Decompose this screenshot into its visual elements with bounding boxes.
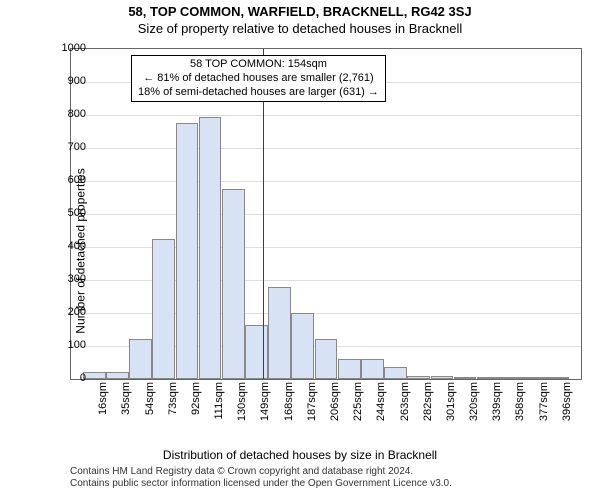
bar xyxy=(129,339,152,379)
histogram-chart: Number of detached properties 58 TOP COM… xyxy=(0,36,600,466)
x-tick-label: 35sqm xyxy=(120,382,132,442)
bar xyxy=(384,367,407,379)
bar xyxy=(199,117,222,379)
annotation-box: 58 TOP COMMON: 154sqm ← 81% of detached … xyxy=(131,55,386,102)
y-tick-label: 800 xyxy=(46,108,86,120)
credits: Contains HM Land Registry data © Crown c… xyxy=(0,466,600,490)
y-tick-label: 600 xyxy=(46,174,86,186)
x-tick-label: 339sqm xyxy=(491,382,503,442)
bar xyxy=(523,377,546,379)
y-tick-label: 1000 xyxy=(46,42,86,54)
bar xyxy=(454,377,477,379)
bar xyxy=(500,377,523,379)
bar xyxy=(477,377,500,379)
address-title: 58, TOP COMMON, WARFIELD, BRACKNELL, RG4… xyxy=(0,4,600,19)
y-tick-label: 300 xyxy=(46,273,86,285)
x-tick-label: 54sqm xyxy=(144,382,156,442)
subtitle: Size of property relative to detached ho… xyxy=(0,21,600,36)
annotation-line1: 58 TOP COMMON: 154sqm xyxy=(138,58,379,72)
x-tick-label: 149sqm xyxy=(259,382,271,442)
y-tick-label: 0 xyxy=(46,372,86,384)
x-tick-label: 282sqm xyxy=(422,382,434,442)
bar xyxy=(106,372,129,379)
x-tick-label: 206sqm xyxy=(329,382,341,442)
bar xyxy=(291,313,314,379)
x-tick-label: 320sqm xyxy=(468,382,480,442)
x-tick-label: 73sqm xyxy=(167,382,179,442)
y-tick-label: 100 xyxy=(46,339,86,351)
x-tick-label: 168sqm xyxy=(283,382,295,442)
bar xyxy=(245,325,268,379)
y-tick-label: 400 xyxy=(46,240,86,252)
x-tick-label: 16sqm xyxy=(97,382,109,442)
bar xyxy=(152,239,175,379)
x-tick-label: 130sqm xyxy=(236,382,248,442)
bar xyxy=(546,377,569,379)
x-tick-label: 92sqm xyxy=(190,382,202,442)
annotation-line2: ← 81% of detached houses are smaller (2,… xyxy=(138,72,379,86)
x-tick-label: 396sqm xyxy=(561,382,573,442)
x-tick-label: 111sqm xyxy=(213,382,225,442)
bar xyxy=(407,376,430,379)
x-axis-label: Distribution of detached houses by size … xyxy=(0,448,600,462)
plot-area: 58 TOP COMMON: 154sqm ← 81% of detached … xyxy=(70,48,582,380)
credits-line2: Contains public sector information licen… xyxy=(70,478,600,490)
x-tick-label: 301sqm xyxy=(445,382,457,442)
credits-line1: Contains HM Land Registry data © Crown c… xyxy=(70,466,600,478)
x-tick-label: 244sqm xyxy=(375,382,387,442)
bar xyxy=(222,189,245,379)
bar xyxy=(268,287,291,379)
annotation-line3: 18% of semi-detached houses are larger (… xyxy=(138,86,379,100)
y-tick-label: 500 xyxy=(46,207,86,219)
bar xyxy=(431,376,454,379)
y-tick-label: 200 xyxy=(46,306,86,318)
y-tick-label: 900 xyxy=(46,75,86,87)
bar xyxy=(176,123,199,379)
x-tick-label: 263sqm xyxy=(399,382,411,442)
x-tick-label: 225sqm xyxy=(352,382,364,442)
y-tick-label: 700 xyxy=(46,141,86,153)
bar xyxy=(83,372,106,379)
bar xyxy=(361,359,384,379)
bar xyxy=(315,339,338,379)
x-tick-label: 377sqm xyxy=(538,382,550,442)
x-tick-label: 187sqm xyxy=(306,382,318,442)
bar xyxy=(338,359,361,379)
x-tick-label: 358sqm xyxy=(514,382,526,442)
